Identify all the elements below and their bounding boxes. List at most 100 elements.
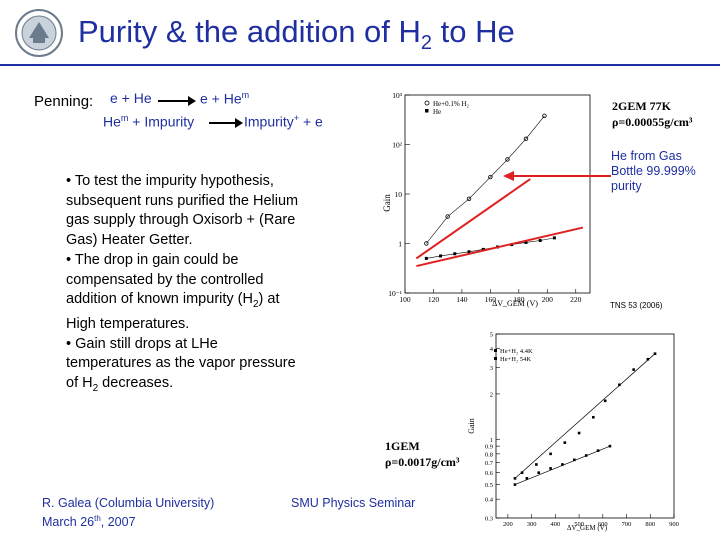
- penning-label: Penning:: [34, 93, 94, 110]
- chart-2-xtick-label: 600: [598, 521, 608, 528]
- legend-marker-h2: [424, 100, 430, 106]
- chart-2-point-44k: [520, 471, 524, 474]
- bullet-lhe-drop: • Gain still drops at LHe temperatures a…: [66, 335, 296, 394]
- legend-label-54k: He+H₂ 54K: [500, 356, 531, 363]
- chart-2-point-54k: [561, 463, 564, 466]
- legend-marker-54k: [494, 357, 497, 360]
- footer-author: R. Galea (Columbia University): [42, 496, 215, 510]
- chart-2-point-54k: [549, 467, 552, 470]
- chart-1-xtick-label: 220: [570, 295, 582, 304]
- chart-1-xtick-label: 140: [456, 295, 468, 304]
- chart-1-red-fit-line: [415, 178, 531, 260]
- reaction-1-arrow: [158, 96, 196, 106]
- condition-1gem-density: ρ=0.0017g/cm³: [385, 455, 460, 469]
- legend-marker-he: [425, 109, 429, 113]
- chart-1-xlabel: ΔV_GEM (V): [492, 299, 538, 308]
- chart-2-point-54k: [513, 483, 517, 486]
- legend-label-44k: He+H₂ 4.4K: [500, 348, 533, 355]
- chart-1-xtick-label: 100: [399, 295, 411, 304]
- condition-1gem-label: 1GEM: [385, 439, 420, 453]
- chart-2-point-44k: [535, 463, 538, 466]
- chart-2-fit-44k: [514, 353, 656, 479]
- bullet-gain-compensation: • The drop in gain could be compensated …: [66, 251, 280, 332]
- legend-marker-44k: [494, 349, 497, 352]
- chart-2-xtick-label: 700: [622, 521, 632, 528]
- chart-2-ytick-label: 1: [490, 437, 493, 444]
- reaction-1-right: e + Hem: [200, 90, 250, 107]
- chart-2-point-44k: [653, 352, 657, 355]
- chart-2-ylabel: Gain: [467, 418, 476, 434]
- chart-2-xtick-label: 900: [669, 521, 679, 528]
- reaction-2-arrow: [209, 118, 243, 128]
- chart-2-ytick-label: 0.8: [485, 451, 493, 458]
- chart-2-point-54k: [537, 471, 541, 474]
- title-divider: [0, 64, 720, 66]
- chart-1-ytick-label: 10²: [392, 141, 403, 150]
- chart-2-xtick-label: 400: [550, 521, 560, 528]
- bullet-impurity-test: • To test the impurity hypothesis, subse…: [66, 173, 299, 249]
- chart-1-xtick-label: 180: [513, 295, 525, 304]
- footer-event: SMU Physics Seminar: [291, 496, 416, 510]
- chart-2-point-44k: [632, 368, 635, 371]
- chart-2-ytick-label: 0.9: [485, 444, 493, 451]
- chart-1-xtick-label: 120: [428, 295, 440, 304]
- chart-2-frame: [495, 333, 675, 519]
- reaction-2-left: Hem + Impurity: [103, 113, 195, 130]
- gain-chart-1gem: 200 300 400 500 600 700 800 900 0.3 0.4 0.5 0.6 0.7 0…: [467, 332, 679, 533]
- chart-2-point-44k: [603, 399, 607, 403]
- chart-1-ytick-label: 10: [395, 190, 403, 199]
- chart-2-ytick-label: 0.7: [485, 460, 494, 467]
- chart-2-ytick-label: 0.3: [485, 516, 493, 523]
- chart-2-point-44k: [592, 415, 595, 419]
- chart-2-point-44k: [618, 383, 621, 387]
- legend-label-h2: He+0.1% H₂: [433, 100, 469, 108]
- reaction-1-left: e + He: [110, 90, 152, 106]
- chart-1-ytick-label: 10³: [392, 91, 403, 100]
- condition-2gem: 2GEM 77K ρ=0.00055g/cm³: [612, 98, 693, 130]
- chart-2-point-44k: [577, 431, 581, 435]
- chart-1-ylabel: Gain: [382, 194, 392, 212]
- chart-2-xtick-label: 300: [527, 521, 537, 528]
- condition-1gem: 1GEM ρ=0.0017g/cm³: [385, 438, 460, 470]
- chart-1-xtick-label: 200: [542, 295, 554, 304]
- chart-1-series-h2: [426, 115, 545, 244]
- gas-bottle-note: He from Gas Bottle 99.999% purity: [611, 149, 696, 193]
- chart-2-point-44k: [563, 441, 567, 444]
- chart-2-ytick-label: 2: [490, 391, 493, 398]
- chart-2-point-44k: [646, 357, 650, 361]
- gas-bottle-arrow: [503, 171, 611, 181]
- chart-2-xtick-label: 500: [574, 521, 584, 528]
- chart-1-point-he: [552, 236, 556, 240]
- condition-2gem-label: 2GEM 77K: [612, 99, 671, 113]
- chart-2-ytick-label: 5: [490, 332, 493, 339]
- university-seal-icon: [14, 8, 64, 58]
- page-title: Purity & the addition of H2 to He: [78, 14, 515, 55]
- chart-2-xtick-label: 200: [503, 521, 513, 528]
- reaction-2-right: Impurity+ + e: [244, 113, 323, 130]
- chart-1-ytick-label: 1: [398, 240, 402, 249]
- chart-2-point-44k: [549, 452, 552, 456]
- bullet-list: • To test the impurity hypothesis, subse…: [66, 172, 306, 399]
- condition-2gem-density: ρ=0.00055g/cm³: [612, 115, 693, 129]
- chart-2-ytick-label: 0.4: [485, 497, 494, 504]
- chart-2-point-54k: [525, 477, 529, 480]
- chart-1-legend: He+0.1% H₂ He: [424, 100, 469, 116]
- chart-2-xtick-label: 800: [645, 521, 655, 528]
- footer-author-block: R. Galea (Columbia University) March 26t…: [42, 495, 214, 530]
- chart-1-red-fit-line: [416, 226, 584, 268]
- chart-2-fit-54k: [514, 445, 611, 485]
- legend-label-he: He: [433, 108, 441, 116]
- footer-date: March 26th, 2007: [42, 514, 136, 530]
- chart-2-ytick-label: 4: [490, 346, 494, 353]
- chart-2-xlabel: ΔV_GEM (V): [567, 524, 608, 532]
- chart-2-legend: He+H₂ 4.4K He+H₂ 54K: [494, 348, 533, 363]
- reference-citation: TNS 53 (2006): [610, 301, 663, 310]
- chart-2-ytick-label: 0.6: [485, 470, 494, 477]
- chart-1-ytick-label: 10⁻¹: [388, 289, 402, 298]
- chart-2-point-44k: [513, 477, 517, 480]
- chart-2-ytick-label: 3: [490, 365, 493, 372]
- chart-2-ytick-label: 0.5: [485, 482, 493, 489]
- chart-2-point-54k: [573, 458, 576, 462]
- chart-1-xtick-label: 160: [485, 295, 497, 304]
